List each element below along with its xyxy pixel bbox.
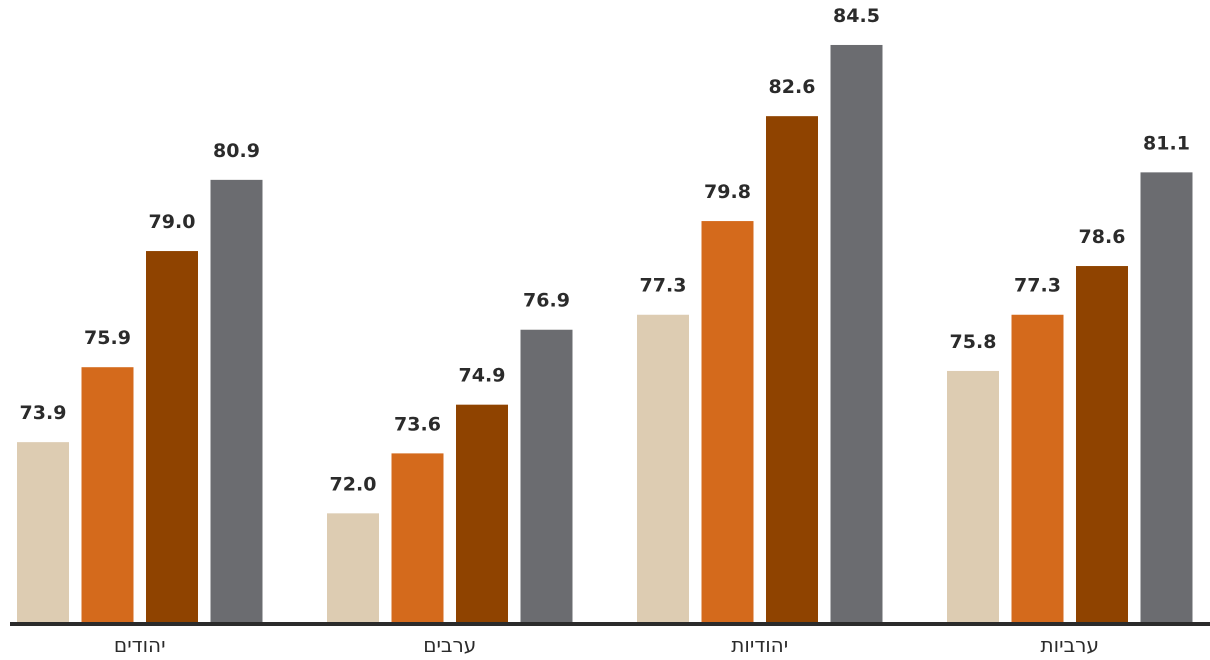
- value-label-1-3: 76.9: [523, 290, 570, 312]
- value-label-2-2: 82.6: [769, 76, 816, 98]
- bar-3-1: [1011, 314, 1064, 622]
- bar-1-2: [456, 404, 508, 622]
- bar-1-3: [520, 329, 573, 622]
- bar-3-0: [947, 370, 999, 622]
- category-label-0: יהודים: [114, 633, 166, 657]
- value-label-3-1: 77.3: [1014, 275, 1061, 297]
- value-label-2-3: 84.5: [833, 5, 880, 27]
- bar-1-1: [391, 453, 444, 622]
- category-labels-layer: יהודים ערבים יהודיות ערביות: [114, 633, 1099, 657]
- bar-2-3: [830, 44, 883, 622]
- category-label-3: ערביות: [1041, 633, 1099, 657]
- value-label-3-0: 75.8: [950, 331, 997, 353]
- value-label-1-1: 73.6: [394, 413, 441, 435]
- value-label-0-2: 79.0: [149, 211, 196, 233]
- value-label-0-1: 75.9: [84, 327, 131, 349]
- value-label-2-1: 79.8: [704, 181, 751, 203]
- bar-1-0: [327, 513, 379, 622]
- value-label-3-3: 81.1: [1143, 132, 1190, 154]
- value-label-0-3: 80.9: [213, 140, 260, 162]
- bar-0-1: [81, 367, 134, 622]
- value-label-1-0: 72.0: [330, 473, 377, 495]
- bar-0-3: [210, 179, 263, 623]
- bar-2-2: [766, 116, 818, 623]
- bar-2-1: [701, 221, 754, 622]
- bar-2-0: [637, 314, 689, 622]
- value-label-0-0: 73.9: [20, 402, 67, 424]
- bar-3-2: [1076, 266, 1128, 622]
- category-label-1: ערבים: [423, 633, 476, 657]
- value-label-3-2: 78.6: [1079, 226, 1126, 248]
- bar-0-0: [17, 442, 69, 622]
- bar-0-2: [146, 251, 198, 622]
- value-labels-layer: 73.9 75.9 79.0 80.9 72.0 73.6 74.9 76.9 77.3 79.8…: [20, 5, 1190, 495]
- bars-layer: [17, 44, 1193, 623]
- bar-3-3: [1140, 172, 1193, 622]
- category-label-2: יהודיות: [731, 633, 788, 657]
- value-label-2-0: 77.3: [640, 275, 687, 297]
- value-label-1-2: 74.9: [459, 365, 506, 387]
